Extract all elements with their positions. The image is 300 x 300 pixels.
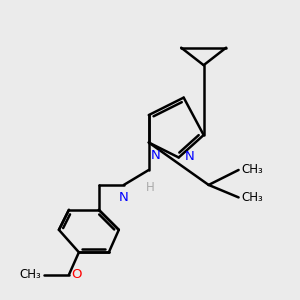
- Text: CH₃: CH₃: [241, 164, 263, 176]
- Text: H: H: [146, 182, 155, 194]
- Text: N: N: [151, 149, 161, 162]
- Text: CH₃: CH₃: [241, 191, 263, 204]
- Text: CH₃: CH₃: [20, 268, 41, 281]
- Text: N: N: [185, 150, 195, 163]
- Text: N: N: [119, 191, 129, 204]
- Text: O: O: [71, 268, 82, 281]
